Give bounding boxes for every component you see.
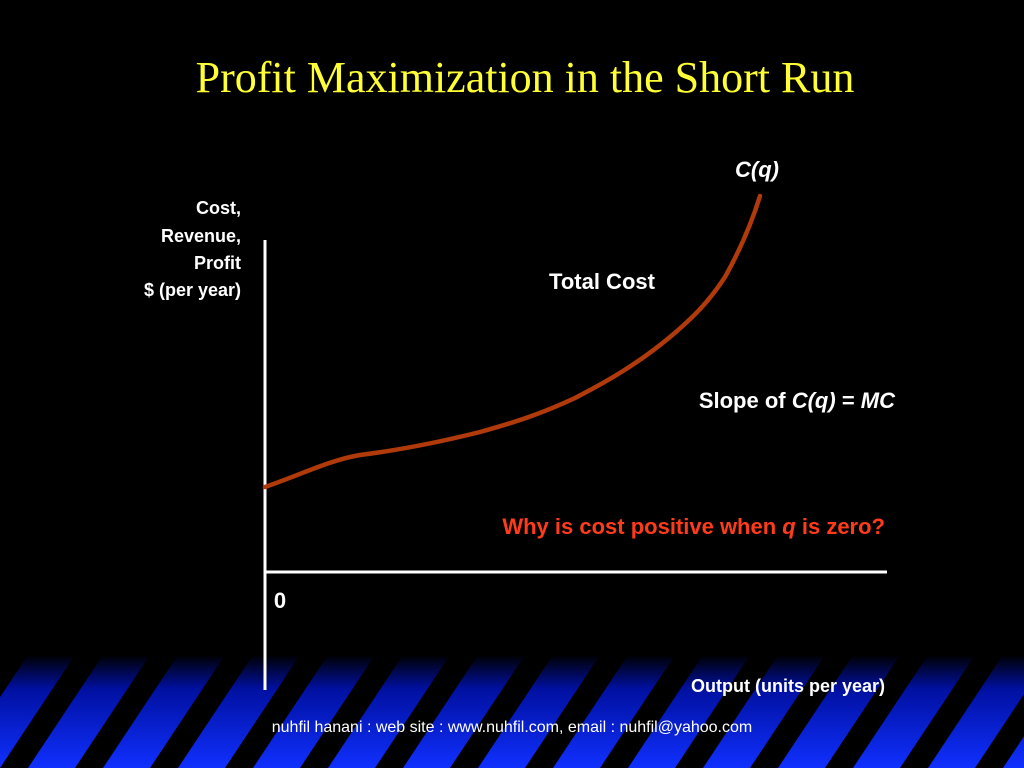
slope-function: C(q) (792, 388, 836, 413)
origin-label: 0 (274, 588, 286, 613)
slope-result: MC (861, 388, 896, 413)
footer: nuhfil hanani : web site : www.nuhfil.co… (272, 719, 752, 736)
slope-equals: = (836, 388, 861, 413)
question-variable: q (782, 514, 796, 539)
y-label-line: Cost, (196, 198, 241, 218)
curve-name: Total Cost (549, 269, 656, 294)
total-cost-curve (262, 193, 763, 490)
slope-prefix: Slope of (699, 388, 792, 413)
footer-stripes (0, 655, 1024, 768)
y-label-line: $ (per year) (144, 280, 241, 300)
y-axis-label: Cost, Revenue, Profit $ (per year) (144, 198, 241, 300)
question-after: is zero? (796, 514, 885, 539)
x-axis-label: Output (units per year) (691, 676, 885, 696)
y-label-line: Profit (194, 253, 241, 273)
y-label-line: Revenue, (161, 226, 241, 246)
title: Profit Maximization in the Short Run (196, 53, 855, 102)
question: Why is cost positive when q is zero? (502, 514, 885, 539)
curve-label: C(q) (735, 157, 779, 182)
question-before: Why is cost positive when (502, 514, 782, 539)
slope-note: Slope of C(q) = MC (699, 388, 896, 413)
